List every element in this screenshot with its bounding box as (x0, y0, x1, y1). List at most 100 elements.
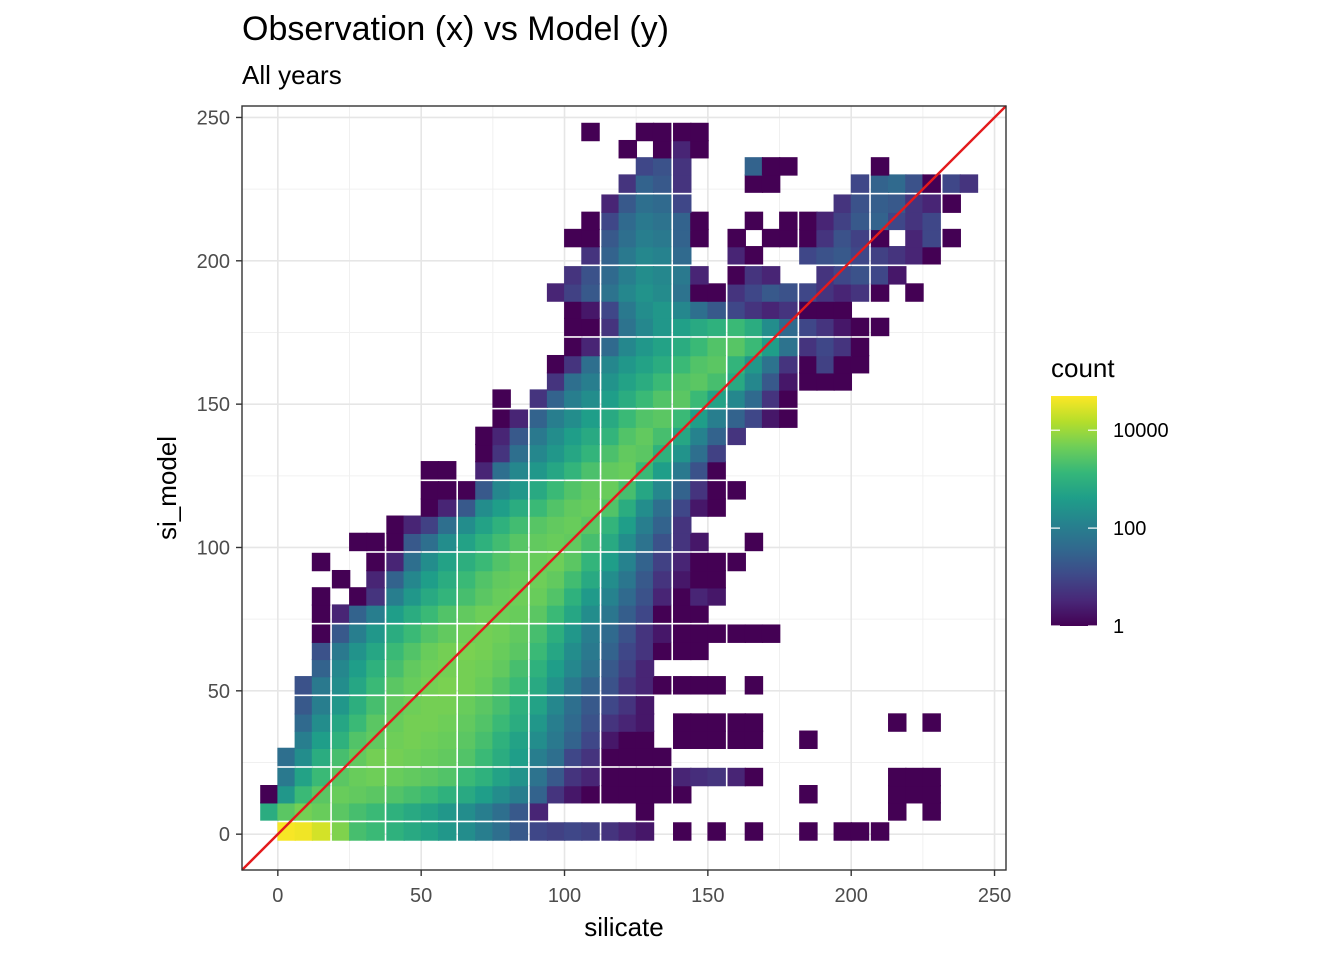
heatmap-cell (366, 676, 385, 695)
heatmap-cell (601, 194, 620, 213)
heatmap-cell (331, 696, 351, 715)
heatmap-cell (386, 552, 405, 572)
heatmap-cell (331, 822, 351, 841)
heatmap-cell (727, 481, 746, 500)
heatmap-cell (564, 300, 583, 319)
heatmap-cell (386, 713, 405, 732)
x-tick-label: 100 (548, 885, 581, 907)
heatmap-cell (581, 822, 600, 841)
heatmap-cell (420, 730, 440, 749)
heatmap-cell (870, 194, 890, 213)
heatmap-cell (707, 300, 726, 319)
heatmap-cell (294, 802, 314, 821)
heatmap-cell (458, 767, 477, 787)
heatmap-cell (475, 498, 494, 517)
heatmap-cell (366, 587, 385, 606)
heatmap-cell (618, 409, 638, 428)
heatmap-cell (420, 676, 440, 695)
heatmap-cell (475, 532, 494, 552)
heatmap-cell (475, 802, 494, 821)
heatmap-cell (727, 426, 746, 446)
heatmap-cell (509, 641, 529, 661)
heatmap-cell (475, 426, 494, 446)
heatmap-cell (403, 532, 423, 552)
heatmap-cell (707, 587, 726, 606)
heatmap-cell (546, 641, 566, 661)
heatmap-cell (652, 300, 672, 319)
heatmap-cell (564, 552, 583, 572)
heatmap-cell (437, 515, 457, 534)
heatmap-cell (673, 532, 692, 552)
heatmap-cell (509, 624, 529, 643)
heatmap-cell (690, 730, 709, 749)
heatmap-cell (635, 569, 655, 589)
heatmap-cell (690, 283, 709, 302)
heatmap-cell (564, 409, 583, 428)
heatmap-cell (922, 211, 941, 231)
heatmap-cell (458, 515, 477, 534)
heatmap-cell (403, 552, 423, 572)
heatmap-cell (420, 481, 440, 500)
heatmap-cell (673, 641, 692, 661)
heatmap-cell (922, 802, 941, 821)
heatmap-cell (635, 157, 655, 176)
heatmap-cell (816, 211, 835, 231)
heatmap-cell (349, 822, 368, 841)
plot-panel-border (241, 105, 1007, 871)
heatmap-cell (618, 283, 638, 302)
heatmap-cell (618, 587, 638, 606)
heatmap-cell (905, 246, 924, 265)
heatmap-cell (652, 481, 672, 500)
heatmap-cell (690, 228, 709, 248)
heatmap-cell (601, 696, 620, 715)
heatmap-cell (564, 283, 583, 302)
heatmap-cell (458, 641, 477, 661)
heatmap-cell (799, 246, 818, 265)
heatmap-cell (601, 228, 620, 248)
heatmap-cell (799, 730, 818, 749)
heatmap-cell (294, 713, 314, 732)
heatmap-cell (331, 747, 351, 767)
heatmap-cell (420, 532, 440, 552)
heatmap-cell (475, 730, 494, 749)
heatmap-cell (564, 822, 583, 841)
heatmap-cell (331, 676, 351, 695)
heatmap-cell (366, 641, 385, 661)
heatmap-cell (475, 676, 494, 695)
heatmap-cell (492, 569, 511, 589)
heatmap-cell (509, 498, 529, 517)
heatmap-cell (311, 730, 331, 749)
heatmap-cell (581, 372, 600, 391)
heatmap-cell (833, 337, 853, 357)
heatmap-cell (652, 246, 672, 265)
heatmap-cell (509, 552, 529, 572)
heatmap-cell (420, 498, 440, 517)
heatmap-cell (888, 802, 907, 821)
heatmap-cell (618, 246, 638, 265)
heatmap-cell (618, 713, 638, 732)
heatmap-cell (833, 300, 853, 319)
heatmap-cell (652, 354, 672, 374)
heatmap-cell (870, 228, 890, 248)
heatmap-cell (601, 641, 620, 661)
heatmap-cell (744, 211, 764, 231)
heatmap-cell (437, 802, 457, 821)
heatmap-cell (475, 443, 494, 463)
heatmap-cell (529, 532, 549, 552)
y-axis-ticks: 0 50 100 150 200 250 (197, 107, 242, 846)
heatmap-cell (942, 228, 961, 248)
heatmap-cell (564, 337, 583, 357)
heatmap-cell (492, 696, 511, 715)
heatmap-cell (690, 481, 709, 500)
heatmap-cell (707, 461, 726, 480)
heatmap-cell (850, 354, 870, 374)
heatmap-cell (458, 569, 477, 589)
heatmap-cell (673, 317, 692, 337)
heatmap-cell (635, 676, 655, 695)
heatmap-cell (349, 784, 368, 804)
heatmap-cell (294, 676, 314, 695)
heatmap-cell (581, 624, 600, 643)
heatmap-cell (635, 747, 655, 767)
heatmap-cell (349, 767, 368, 787)
heatmap-cell (581, 337, 600, 357)
